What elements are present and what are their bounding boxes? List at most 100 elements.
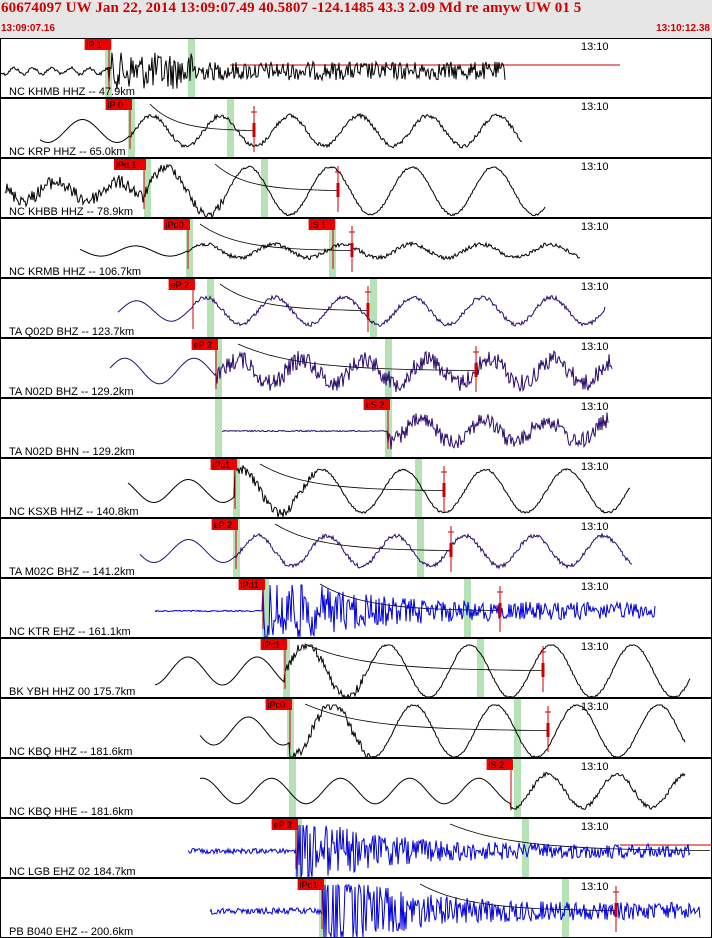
pick-label: iPc1	[263, 640, 281, 650]
pick-label-box[interactable]	[105, 99, 132, 110]
seismic-waveform	[199, 771, 686, 811]
pick-label-box[interactable]	[168, 279, 195, 290]
pick-label-box[interactable]	[191, 339, 218, 350]
predicted-arrival-marker	[370, 279, 377, 337]
trace-panel[interactable]: iPc0 13:10 NC KBQ HHZ -- 181.6km	[0, 698, 712, 759]
pick-label: iP 0	[108, 100, 123, 110]
seismic-waveform	[79, 240, 580, 261]
coda-envelope-curve	[319, 583, 501, 611]
pick-label: iPc0	[268, 700, 286, 710]
trace-panel[interactable]: iP 1 13:10 NC KHMB HHZ -- 47.9km	[0, 38, 712, 99]
pick-label-box[interactable]	[84, 39, 111, 50]
seismic-waveform	[154, 584, 656, 638]
pick-label-box[interactable]	[114, 159, 146, 170]
pick-label-box[interactable]	[260, 639, 287, 650]
predicted-arrival-marker	[207, 279, 214, 337]
coda-envelope-curve	[219, 283, 369, 311]
station-label: PB B040 EHZ -- 200.6km	[9, 926, 133, 938]
seismic-waveform	[154, 643, 691, 699]
station-label: TA Q02D BHZ -- 123.7km	[9, 326, 134, 338]
trace-panel[interactable]: eP 2 13:10 TA M02C BHZ -- 141.2km	[0, 518, 712, 579]
trace-panel[interactable]: eP 2 13:10 TA Q02D BHZ -- 123.7km	[0, 278, 712, 339]
pick-label-box[interactable]	[486, 759, 513, 770]
seismic-waveform	[187, 824, 691, 878]
seismic-waveform	[109, 350, 613, 392]
predicted-arrival-marker	[385, 339, 392, 397]
trace-panel[interactable]: iPd 1 13:10 NC KHBB HHZ -- 78.9km	[0, 158, 712, 219]
pick-label: eP 2	[214, 520, 232, 530]
pick-label-box[interactable]	[211, 519, 238, 530]
coda-end-bar	[350, 243, 354, 257]
pick-label: iPc1	[213, 460, 231, 470]
trace-panel[interactable]: iPd1 13:10 NC KTR EHZ -- 161.1km	[0, 578, 712, 639]
station-label: NC KSXB HHZ -- 140.8km	[9, 506, 139, 518]
station-label: NC KBQ HHZ -- 181.6km	[9, 746, 132, 758]
trace-panel[interactable]: iPd1 13:10 PB B040 EHZ -- 200.6km	[0, 878, 712, 938]
station-label: NC KHBB HHZ -- 78.9km	[9, 206, 133, 218]
seismic-waveform	[39, 112, 523, 149]
coda-envelope-curve	[199, 223, 353, 251]
predicted-arrival-marker	[128, 99, 135, 157]
time-label: 13:10	[581, 521, 609, 533]
end-time-label: 13:10:12.38	[656, 23, 710, 34]
station-label: NC KHMB HHZ -- 47.9km	[9, 86, 135, 98]
pick-label: eP 2	[194, 340, 212, 350]
trace-panel[interactable]: iPc1 13:10 NC KSXB HHZ -- 140.8km	[0, 458, 712, 519]
trace-panel[interactable]: iPd0 iS 1 13:10 NC KRMB HHZ -- 106.7km	[0, 218, 712, 279]
predicted-arrival-marker	[415, 459, 422, 517]
pick-label-box[interactable]	[238, 579, 265, 590]
pick-label: eP 2	[274, 820, 292, 830]
pick-label-box[interactable]	[210, 459, 237, 470]
trace-panel[interactable]: eP 2 13:10 TA N02D BHZ -- 129.2km	[0, 338, 712, 399]
coda-end-bar	[541, 663, 545, 677]
predicted-arrival-marker	[417, 519, 424, 577]
trace-panel[interactable]: iS 2 13:10 NC KBQ HHE -- 181.6km	[0, 758, 712, 819]
pick-label: iS 1	[311, 220, 327, 230]
pick-label-box[interactable]	[297, 879, 324, 890]
pick-label-box[interactable]	[271, 819, 298, 830]
time-label: 13:10	[581, 161, 609, 173]
coda-end-bar	[614, 903, 618, 917]
pick-label: iPd 1	[116, 160, 137, 170]
coda-end-bar	[449, 543, 453, 557]
time-label: 13:10	[581, 101, 609, 113]
pick-label-box[interactable]	[363, 399, 390, 410]
event-title: 60674097 UW Jan 22, 2014 13:09:07.49 40.…	[1, 0, 582, 16]
pick-label: iPd0	[166, 220, 184, 230]
coda-end-bar	[336, 183, 340, 197]
event-header: 60674097 UW Jan 22, 2014 13:09:07.49 40.…	[0, 0, 712, 38]
predicted-arrival-marker	[261, 159, 268, 217]
pick-label: iPd1	[241, 580, 259, 590]
pick-label: iPd1	[300, 880, 318, 890]
coda-end-bar	[498, 603, 502, 617]
trace-panel[interactable]: eP 2 13:10 NC LGB EHZ 02 184.7km	[0, 818, 712, 879]
station-label: BK YBH HHZ 00 175.7km	[9, 686, 135, 698]
pick-label-box[interactable]	[265, 699, 292, 710]
time-label: 13:10	[581, 401, 609, 413]
pick-label-box[interactable]	[308, 219, 335, 230]
coda-envelope-curve	[259, 463, 445, 491]
seismic-waveform	[199, 704, 686, 759]
time-label: 13:10	[581, 281, 609, 293]
predicted-arrival-marker	[262, 579, 269, 637]
seismic-waveform	[127, 465, 631, 518]
coda-end-bar	[474, 363, 478, 377]
trace-panel[interactable]: eS 2 13:10 TA N02D BHN -- 129.2km	[0, 398, 712, 459]
predicted-arrival-marker	[227, 99, 234, 157]
trace-panel[interactable]: iPc1 13:10 BK YBH HHZ 00 175.7km	[0, 638, 712, 699]
pick-label: eS 2	[366, 400, 385, 410]
time-label: 13:10	[581, 41, 609, 53]
trace-panel[interactable]: iP 0 13:10 NC KRP HHZ -- 65.0km	[0, 98, 712, 159]
time-label: 13:10	[581, 761, 609, 773]
coda-envelope-curve	[214, 163, 339, 191]
pick-label-box[interactable]	[163, 219, 190, 230]
pick-label: eP 2	[171, 280, 189, 290]
coda-envelope-curve	[304, 643, 544, 671]
predicted-arrival-marker	[289, 759, 296, 817]
coda-envelope-curve	[449, 823, 711, 851]
predicted-arrival-marker	[514, 759, 521, 817]
seismic-waveform	[4, 163, 546, 219]
station-label: NC KRP HHZ -- 65.0km	[9, 146, 126, 158]
predicted-arrival-marker	[188, 39, 195, 97]
